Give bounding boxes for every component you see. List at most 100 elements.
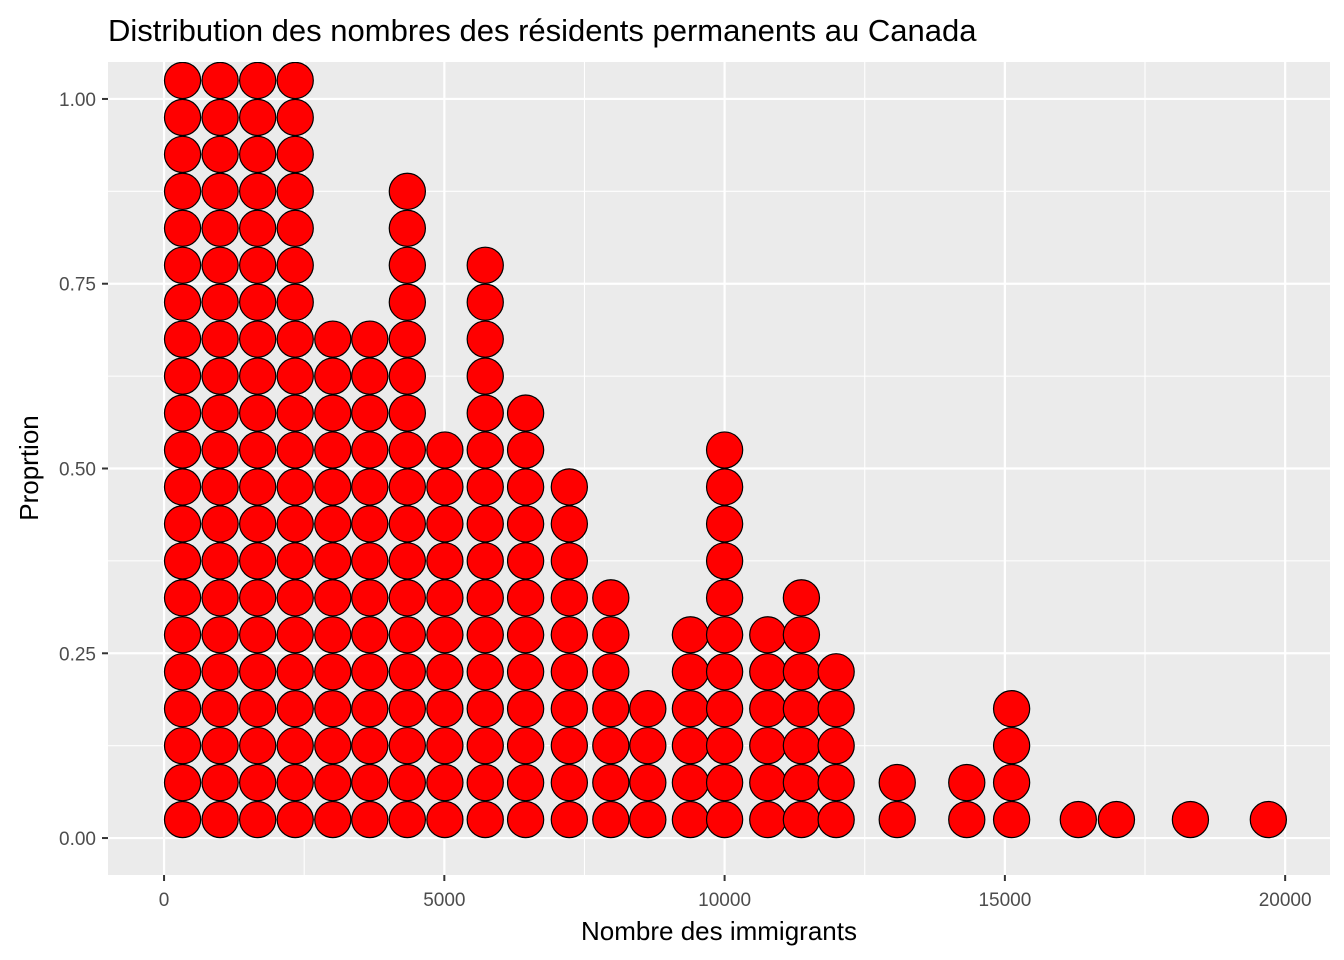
data-dot xyxy=(705,542,744,580)
data-dot xyxy=(201,283,239,321)
data-dot xyxy=(238,431,277,469)
data-dot xyxy=(276,394,314,432)
dot-stack xyxy=(238,62,277,839)
data-dot xyxy=(592,800,630,839)
data-dot xyxy=(466,763,504,802)
data-dot xyxy=(163,542,202,580)
data-dot xyxy=(163,726,202,765)
data-dot xyxy=(705,800,744,839)
dot-stack xyxy=(1249,800,1288,839)
data-dot xyxy=(426,616,464,654)
data-dot xyxy=(163,98,202,137)
data-dot xyxy=(466,653,504,691)
data-dot xyxy=(201,431,239,469)
data-dot xyxy=(351,653,389,691)
data-dot xyxy=(506,505,545,543)
y-tick-label: 0.00 xyxy=(59,829,96,850)
axes: 0 5000 10000 15000 20000 0.00 0.25 0.50 0.75 1.00 xyxy=(59,90,1312,911)
data-dot xyxy=(163,468,202,506)
data-dot xyxy=(817,763,855,802)
data-dot xyxy=(426,800,464,839)
data-dot xyxy=(388,468,427,506)
data-dot xyxy=(466,505,504,543)
data-dot xyxy=(201,394,239,432)
data-dot xyxy=(629,800,667,839)
data-dot xyxy=(276,135,314,174)
data-dot xyxy=(314,800,352,839)
data-dot xyxy=(201,579,239,617)
data-dot xyxy=(782,726,821,765)
data-dot xyxy=(782,616,821,654)
data-dot xyxy=(550,542,589,580)
x-tick-label: 0 xyxy=(159,890,170,911)
data-dot xyxy=(276,209,314,247)
data-dot xyxy=(426,542,464,580)
data-dot xyxy=(351,320,389,358)
data-dot xyxy=(466,579,504,617)
data-dot xyxy=(705,579,744,617)
data-dot xyxy=(163,62,202,100)
data-dot xyxy=(388,357,427,395)
data-dot xyxy=(388,763,427,802)
data-dot xyxy=(201,135,239,174)
data-dot xyxy=(163,763,202,802)
data-dot xyxy=(201,653,239,691)
data-dot xyxy=(163,209,202,247)
data-dot xyxy=(201,468,239,506)
data-dot xyxy=(466,431,504,469)
data-dot xyxy=(351,394,389,432)
data-dot xyxy=(1171,800,1210,839)
data-dot xyxy=(351,800,389,839)
dot-stack xyxy=(466,246,504,839)
data-dot xyxy=(705,726,744,765)
data-dot xyxy=(782,653,821,691)
data-dot xyxy=(238,246,277,284)
data-dot xyxy=(201,62,239,100)
data-dot xyxy=(705,505,744,543)
data-dot xyxy=(948,763,986,802)
data-dot xyxy=(238,690,277,728)
x-axis-title: Nombre des immigrants xyxy=(581,916,857,946)
data-dot xyxy=(351,763,389,802)
data-dot xyxy=(426,579,464,617)
data-dot xyxy=(749,800,787,839)
data-dot xyxy=(992,800,1031,839)
dot-stack xyxy=(201,62,239,839)
dot-stack xyxy=(592,579,630,839)
y-tick-label: 0.50 xyxy=(59,460,96,481)
data-dot xyxy=(782,800,821,839)
data-dot xyxy=(201,320,239,358)
data-dot xyxy=(466,542,504,580)
data-dot xyxy=(201,800,239,839)
y-tick-label: 0.75 xyxy=(59,275,96,296)
data-dot xyxy=(705,616,744,654)
data-dot xyxy=(201,690,239,728)
data-dot xyxy=(506,431,545,469)
data-dot xyxy=(506,690,545,728)
data-dot xyxy=(163,653,202,691)
data-dot xyxy=(506,763,545,802)
data-dot xyxy=(878,763,916,802)
data-dot xyxy=(705,690,744,728)
data-dot xyxy=(276,468,314,506)
dot-stack xyxy=(1059,800,1097,839)
data-dot xyxy=(388,431,427,469)
data-dot xyxy=(314,542,352,580)
data-dot xyxy=(550,468,589,506)
dot-stack xyxy=(782,579,821,839)
data-dot xyxy=(705,431,744,469)
data-dot xyxy=(671,726,710,765)
data-dot xyxy=(466,246,504,284)
dot-stack xyxy=(314,320,352,839)
data-dot xyxy=(201,209,239,247)
data-dot xyxy=(201,616,239,654)
data-dot xyxy=(550,505,589,543)
data-dot xyxy=(351,542,389,580)
data-dot xyxy=(163,357,202,395)
data-dot xyxy=(671,653,710,691)
data-dot xyxy=(466,394,504,432)
data-dot xyxy=(506,394,545,432)
data-dot xyxy=(1097,800,1136,839)
data-dot xyxy=(163,135,202,174)
